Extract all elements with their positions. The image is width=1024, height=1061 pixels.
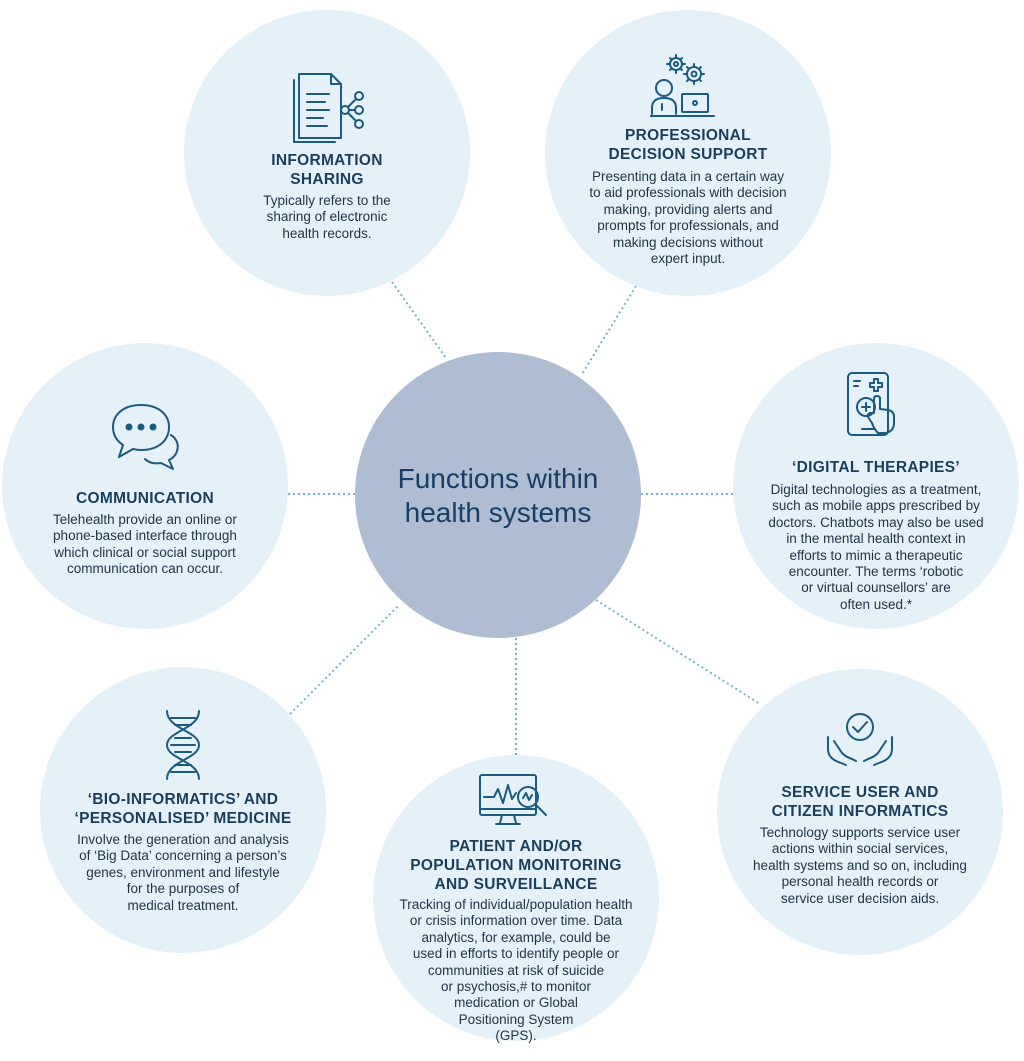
- node-digital-therapies: ‘DIGITAL THERAPIES’ Digital technologies…: [733, 343, 1019, 629]
- hands-check-icon: [824, 709, 896, 769]
- node-bio-informatics: ‘BIO-INFORMATICS’ AND ‘PERSONALISED’ MED…: [40, 667, 326, 953]
- node-professional-decision-support: PROFESSIONAL DECISION SUPPORT Presenting…: [545, 10, 831, 296]
- document-share-icon: [289, 68, 365, 144]
- node-title: PATIENT AND/OR POPULATION MONITORING AND…: [410, 838, 622, 893]
- node-title: PROFESSIONAL DECISION SUPPORT: [608, 127, 768, 163]
- node-title: SERVICE USER AND CITIZEN INFORMATICS: [771, 784, 949, 820]
- node-description: Telehealth provide an online or phone-ba…: [53, 512, 237, 577]
- node-information-sharing: INFORMATION SHARING Typically refers to …: [184, 10, 470, 296]
- node-title: ‘BIO-INFORMATICS’ AND ‘PERSONALISED’ MED…: [74, 791, 292, 827]
- node-title: ‘DIGITAL THERAPIES’: [792, 459, 960, 476]
- node-description: Presenting data in a certain way to aid …: [589, 169, 787, 267]
- center-title: Functions within health systems: [397, 463, 599, 528]
- node-service-user-informatics: SERVICE USER AND CITIZEN INFORMATICS Tec…: [717, 669, 1003, 955]
- monitor-analytics-icon: [476, 771, 556, 829]
- node-description: Tracking of individual/population health…: [399, 897, 633, 1044]
- phone-medical-tap-icon: [844, 369, 908, 441]
- chat-bubbles-icon: [107, 399, 183, 475]
- dna-icon: [161, 709, 205, 781]
- node-description: Involve the generation and analysis of ‘…: [77, 832, 289, 913]
- professional-computer-gears-icon: [650, 52, 726, 124]
- node-title: COMMUNICATION: [76, 490, 214, 507]
- center-circle: Functions within health systems: [355, 352, 641, 638]
- node-communication: COMMUNICATION Telehealth provide an onli…: [2, 343, 288, 629]
- node-description: Digital technologies as a treatment, suc…: [768, 482, 984, 612]
- node-title: INFORMATION SHARING: [271, 152, 383, 188]
- node-description: Typically refers to the sharing of elect…: [263, 193, 391, 241]
- node-description: Technology supports service user actions…: [753, 825, 967, 906]
- node-patient-monitoring: PATIENT AND/OR POPULATION MONITORING AND…: [373, 755, 659, 1043]
